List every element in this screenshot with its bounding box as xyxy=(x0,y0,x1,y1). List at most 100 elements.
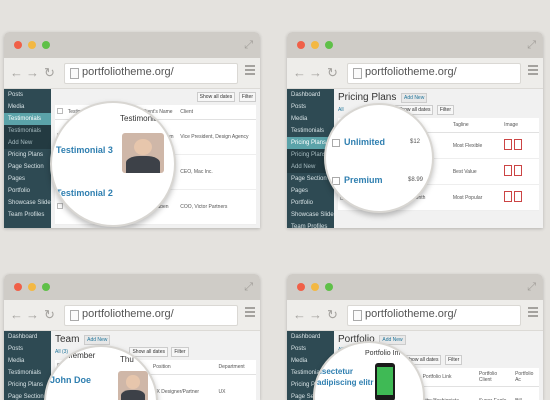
testimonial-link-magnified[interactable]: Testimonial 2 xyxy=(56,188,113,198)
reload-icon[interactable]: ↻ xyxy=(327,65,338,80)
menu-icon[interactable] xyxy=(245,65,255,77)
sidebar-item-media[interactable]: Media xyxy=(8,104,25,110)
column-header-department[interactable]: Department xyxy=(216,360,256,376)
menu-icon[interactable] xyxy=(245,307,255,319)
sidebar-item-portfolio[interactable]: Portfolio xyxy=(8,188,31,194)
sidebar-item-posts[interactable]: Posts xyxy=(291,346,307,352)
sidebar-item-page-section[interactable]: Page Section xyxy=(291,394,327,400)
sidebar-item-pricing-plans[interactable]: Pricing Plans xyxy=(8,152,44,158)
sidebar-item-page-section[interactable]: Page Section xyxy=(8,164,44,170)
sidebar-item-showcase-slides[interactable]: Showcase Slides xyxy=(8,200,51,206)
maximize-window-button[interactable] xyxy=(42,283,50,291)
close-window-button[interactable] xyxy=(14,41,22,49)
add-new-button[interactable]: Add New xyxy=(379,335,406,346)
close-window-button[interactable] xyxy=(14,283,22,291)
reload-icon[interactable]: ↻ xyxy=(327,307,338,322)
column-header-select[interactable] xyxy=(55,105,66,120)
sidebar-item-dashboard[interactable]: Dashboard xyxy=(291,334,321,340)
sidebar-item-testimonials[interactable]: Testimonials xyxy=(291,128,325,134)
minimize-window-button[interactable] xyxy=(311,41,319,49)
sidebar-item-pricing-plans[interactable]: Pricing Plans xyxy=(8,382,44,388)
plan-title-link-magnified[interactable]: Unlimited xyxy=(344,137,386,147)
menu-icon[interactable] xyxy=(528,65,538,77)
member-department[interactable]: UX xyxy=(216,374,256,400)
maximize-window-button[interactable] xyxy=(325,41,333,49)
sidebar-item-portfolio[interactable]: Portfolio xyxy=(291,200,314,206)
sidebar-item-testimonials[interactable]: Testimonials xyxy=(4,113,51,125)
column-header-tagline[interactable]: Tagline xyxy=(450,118,503,134)
portfolio-title-link-magnified[interactable]: nsectetur xyxy=(317,367,354,376)
address-bar[interactable]: portfoliotheme.org/ xyxy=(64,305,238,326)
back-icon[interactable]: ← xyxy=(10,307,23,322)
forward-icon[interactable]: → xyxy=(309,307,322,322)
sidebar-item-testimonials[interactable]: Testimonials xyxy=(8,370,42,376)
sidebar-item-dashboard[interactable]: Dashboard xyxy=(291,92,321,98)
close-window-button[interactable] xyxy=(297,41,305,49)
address-bar[interactable]: portfoliotheme.org/ xyxy=(347,305,521,326)
address-bar[interactable]: portfoliotheme.org/ xyxy=(64,63,238,84)
column-header-portfolio-client[interactable]: Portfolio Client xyxy=(476,368,514,388)
column-header-portfolio-author[interactable]: Portfolio Ac xyxy=(513,368,539,388)
sidebar-item-pages[interactable]: Pages xyxy=(291,188,309,194)
team-member-link-magnified[interactable]: John Doe xyxy=(50,375,92,385)
sidebar-item-page-section[interactable]: Page Section xyxy=(291,176,327,182)
back-icon[interactable]: ← xyxy=(293,307,306,322)
fullscreen-icon[interactable]: ⤢ xyxy=(527,39,536,51)
sidebar-item-page-section[interactable]: Page Section xyxy=(8,394,44,400)
plan-title-link-magnified[interactable]: Premium xyxy=(344,175,383,185)
back-icon[interactable]: ← xyxy=(10,65,23,80)
testimonial-link-magnified[interactable]: Testimonial 3 xyxy=(56,145,113,155)
back-icon[interactable]: ← xyxy=(293,65,306,80)
sidebar-item-posts[interactable]: Posts xyxy=(291,104,307,110)
maximize-window-button[interactable] xyxy=(42,41,50,49)
address-bar[interactable]: portfoliotheme.org/ xyxy=(347,63,521,84)
sidebar-item-posts[interactable]: Posts xyxy=(8,346,24,352)
fullscreen-icon[interactable]: ⤢ xyxy=(244,39,253,51)
sidebar-item-posts[interactable]: Posts xyxy=(8,92,24,98)
minimize-window-button[interactable] xyxy=(28,41,36,49)
date-filter-select[interactable]: Show all dates xyxy=(196,92,236,102)
sidebar-item-pricing-plans[interactable]: Pricing Plans xyxy=(287,137,334,149)
sidebar-item-dashboard[interactable]: Dashboard xyxy=(8,334,38,340)
portfolio-link[interactable]: http://fashionista example.com xyxy=(420,386,477,400)
forward-icon[interactable]: → xyxy=(309,65,322,80)
sidebar-subitem-add-new[interactable]: Add New xyxy=(287,161,334,173)
portfolio-title-link-magnified[interactable]: adipiscing elitr xyxy=(317,378,374,387)
filter-button[interactable]: Filter xyxy=(238,92,256,102)
sidebar-item-pricing-plans[interactable]: Pricing Plans xyxy=(291,382,327,388)
sidebar-subitem-pricing-plans[interactable]: Pricing Plans xyxy=(287,149,334,161)
filter-button[interactable]: Filter xyxy=(171,347,189,358)
add-new-button[interactable]: Add New xyxy=(84,335,111,346)
column-header-portfolio-link[interactable]: Portfolio Link xyxy=(420,368,477,388)
column-header-position[interactable]: Position xyxy=(150,360,217,376)
menu-icon[interactable] xyxy=(528,307,538,319)
plan-title-link-magnified[interactable]: Basic xyxy=(344,207,369,213)
sidebar-subitem-testimonials[interactable]: Testimonials xyxy=(4,125,51,137)
filter-all-link[interactable]: All (3) xyxy=(55,349,69,356)
row-checkbox[interactable] xyxy=(57,203,63,209)
filter-all-link[interactable]: All xyxy=(338,107,344,114)
sidebar-item-showcase-slides[interactable]: Showcase Slides xyxy=(291,212,334,218)
maximize-window-button[interactable] xyxy=(325,283,333,291)
filter-button[interactable]: Filter xyxy=(445,355,463,366)
fullscreen-icon[interactable]: ⤢ xyxy=(527,281,536,293)
row-checkbox-magnified[interactable] xyxy=(332,139,340,147)
sidebar-item-testimonials[interactable]: Testimonials xyxy=(291,370,325,376)
sidebar-item-team-profiles[interactable]: Team Profiles xyxy=(8,212,45,218)
fullscreen-icon[interactable]: ⤢ xyxy=(244,281,253,293)
column-header-client[interactable]: Client xyxy=(178,105,256,120)
sidebar-item-pages[interactable]: Pages xyxy=(8,176,26,182)
sidebar-subitem-add-new[interactable]: Add New xyxy=(4,137,51,149)
sidebar-item-team-profiles[interactable]: Team Profiles xyxy=(291,224,328,228)
forward-icon[interactable]: → xyxy=(26,307,39,322)
close-window-button[interactable] xyxy=(297,283,305,291)
reload-icon[interactable]: ↻ xyxy=(44,307,55,322)
sidebar-item-media[interactable]: Media xyxy=(291,116,308,122)
minimize-window-button[interactable] xyxy=(28,283,36,291)
minimize-window-button[interactable] xyxy=(311,283,319,291)
forward-icon[interactable]: → xyxy=(26,65,39,80)
reload-icon[interactable]: ↻ xyxy=(44,65,55,80)
sidebar-item-media[interactable]: Media xyxy=(291,358,308,364)
sidebar-item-media[interactable]: Media xyxy=(8,358,25,364)
add-new-button[interactable]: Add New xyxy=(401,93,428,104)
